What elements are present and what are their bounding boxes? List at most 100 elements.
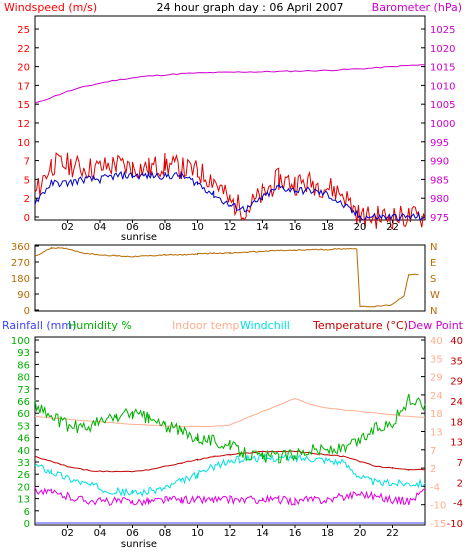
indoor-ytick-label: 18 — [430, 409, 443, 420]
wind-xtick-label: 18 — [321, 222, 334, 233]
temp-xtick-label: 08 — [159, 528, 172, 539]
avg-windspeed-series-line — [34, 170, 426, 222]
humidity-ytick-label: 33 — [17, 458, 30, 469]
baro-ytick-label: 1000 — [430, 119, 455, 130]
temp-xtick-label: 22 — [386, 528, 399, 539]
indoor-ytick-label: 29 — [430, 373, 443, 384]
temp-xtick-label: 02 — [61, 528, 74, 539]
temp-xtick-label: 18 — [321, 528, 334, 539]
humidity-ytick-label: 46 — [17, 434, 30, 445]
baro-ytick-label: 1020 — [430, 44, 455, 55]
indoor-ytick-label: 24 — [430, 391, 443, 402]
direction-plot-frame — [34, 244, 426, 312]
humidity-ytick-label: 53 — [17, 421, 30, 432]
direction-ytick-label: 360 — [11, 242, 30, 253]
wind-ytick-label: 7 — [24, 157, 30, 168]
direction-ytick-label: 270 — [11, 258, 30, 269]
baro-ytick-label: 995 — [430, 138, 449, 149]
wind-barometer-panel: Windspeed (m/s) 24 hour graph day : 06 A… — [4, 1, 462, 243]
temperature-ytick-label: -4 — [453, 499, 463, 510]
wind-xtick-label: 06 — [126, 222, 139, 233]
wind-ytick-label: 10 — [17, 138, 30, 149]
humidity-ytick-label: 20 — [17, 482, 30, 493]
temp-xtick-label: 16 — [289, 528, 302, 539]
temperature-ytick-label: 18 — [450, 417, 463, 428]
temperature-ytick-label: 7 — [457, 458, 463, 469]
wind-xtick-label: 08 — [159, 222, 172, 233]
wind-xtick-label: 02 — [61, 222, 74, 233]
temp-xtick-label: 10 — [191, 528, 204, 539]
humidity-ytick-label: 60 — [17, 409, 30, 420]
humidity-ytick-label: 100 — [11, 336, 30, 347]
direction-ytick-label: 180 — [11, 274, 30, 285]
compass-ytick-label: E — [430, 258, 436, 269]
wind-direction-series-line — [34, 246, 419, 308]
wind-ytick-label: 2 — [24, 194, 30, 205]
indoor-ytick-label: 13 — [430, 428, 443, 439]
wind-xtick-label: 12 — [224, 222, 237, 233]
direction-ytick-label: 90 — [17, 290, 30, 301]
temperature-ytick-label: 13 — [450, 438, 463, 449]
windchill-series-line — [34, 453, 426, 497]
baro-ytick-label: 975 — [430, 213, 449, 224]
humidity-ytick-label: 0 — [24, 519, 30, 530]
humidity-ytick-label: 40 — [17, 446, 30, 457]
wind-xtick-label: 10 — [191, 222, 204, 233]
humidity-series-line — [34, 393, 426, 464]
indoor-ytick-label: -4 — [430, 482, 440, 493]
legend-indoor-temp: Indoor temp — [172, 319, 239, 332]
humidity-ytick-label: 66 — [17, 397, 30, 408]
indoor-ytick-label: 2 — [430, 464, 436, 475]
indoor-ytick-label: -10 — [430, 501, 446, 512]
temperature-ytick-label: 40 — [450, 336, 463, 347]
wind-xtick-label: 20 — [354, 222, 367, 233]
temperature-ytick-label: -10 — [447, 519, 463, 530]
compass-ytick-label: W — [430, 290, 440, 301]
baro-ytick-label: 1005 — [430, 100, 455, 111]
wind-ytick-label: 25 — [17, 25, 30, 36]
legend-windchill: Windchill — [240, 319, 290, 332]
indoor-ytick-label: 35 — [430, 354, 443, 365]
humidity-ytick-label: 86 — [17, 360, 30, 371]
dewpoint-series-line — [34, 486, 426, 507]
compass-ytick-label: S — [430, 274, 436, 285]
wind-xtick-label: 16 — [289, 222, 302, 233]
barometer-axis-label: Barometer (hPa) — [372, 1, 462, 14]
wind-ytick-label: 0 — [24, 213, 30, 224]
baro-ytick-label: 1025 — [430, 25, 455, 36]
wind-ytick-label: 15 — [17, 100, 30, 111]
windspeed-axis-label: Windspeed (m/s) — [4, 1, 97, 14]
legend-rainfall: Rainfall (mm) — [2, 319, 76, 332]
wind-ytick-label: 17 — [17, 81, 30, 92]
temperature-ytick-label: 2 — [457, 478, 463, 489]
compass-ytick-label: N — [430, 242, 437, 253]
legend-temperature: Temperature (°C) — [312, 319, 408, 332]
indoor-ytick-label: -15 — [430, 519, 446, 530]
baro-ytick-label: 985 — [430, 175, 449, 186]
temp-xtick-label: 12 — [224, 528, 237, 539]
indoor-ytick-label: 40 — [430, 336, 443, 347]
wind-ytick-label: 22 — [17, 44, 30, 55]
baro-ytick-label: 980 — [430, 194, 449, 205]
humidity-ytick-label: 80 — [17, 373, 30, 384]
wind-xtick-label: 04 — [94, 222, 107, 233]
temp-xtick-label: 04 — [94, 528, 107, 539]
humidity-ytick-label: 13 — [17, 495, 30, 506]
baro-ytick-label: 1010 — [430, 81, 455, 92]
temp-xtick-label: 20 — [354, 528, 367, 539]
humidity-ytick-label: 6 — [24, 507, 30, 518]
temp-xtick-label: 06 — [126, 528, 139, 539]
chart-title: 24 hour graph day : 06 April 2007 — [157, 1, 344, 14]
direction-ytick-label: 0 — [24, 306, 30, 317]
indoor-temp-series-line — [34, 397, 425, 428]
barometer-series-line — [34, 64, 425, 104]
sunrise-label-bottom: sunrise — [121, 539, 157, 550]
temperature-ytick-label: 29 — [450, 377, 463, 388]
humidity-ytick-label: 26 — [17, 470, 30, 481]
wind-xtick-label: 22 — [386, 222, 399, 233]
temperature-ytick-label: 24 — [450, 397, 463, 408]
temperature-humidity-panel: Rainfall (mm) Humidity % Indoor temp Win… — [2, 319, 464, 550]
legend-humidity: Humidity % — [68, 319, 132, 332]
wind-direction-panel: 0 N 90 W 180 S 270 E 360 N — [11, 242, 440, 317]
